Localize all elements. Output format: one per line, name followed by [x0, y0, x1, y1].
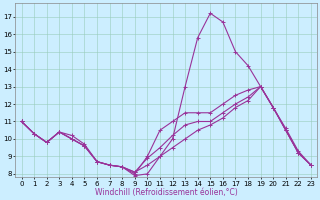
X-axis label: Windchill (Refroidissement éolien,°C): Windchill (Refroidissement éolien,°C) — [95, 188, 238, 197]
